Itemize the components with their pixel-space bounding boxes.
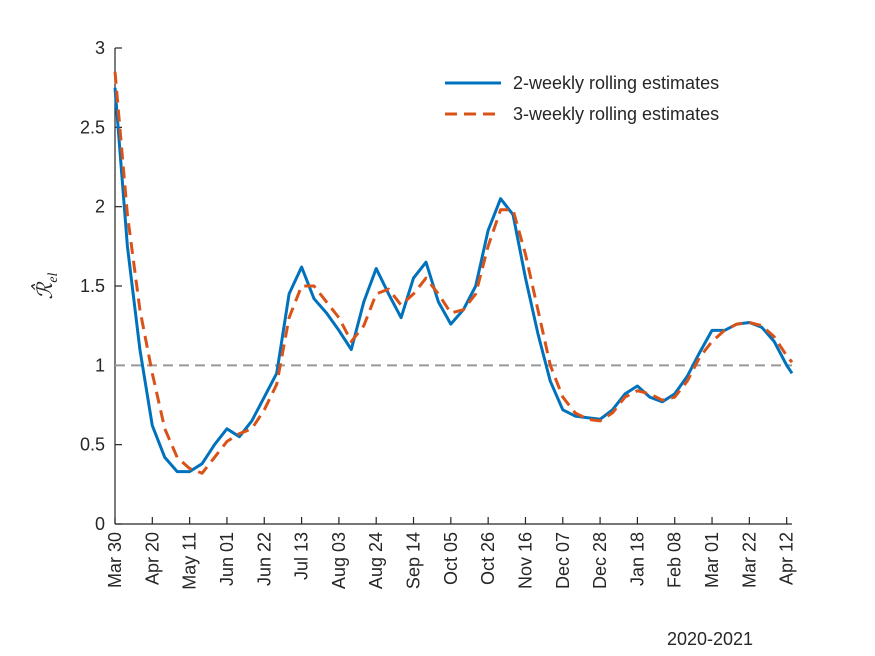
- x-tick-label: May 11: [180, 532, 200, 590]
- y-tick-label: 2.5: [80, 117, 105, 137]
- y-axis-label: ℛ̂el: [31, 272, 61, 299]
- y-axis-label-subscript: el: [46, 272, 61, 282]
- x-tick-label: Nov 16: [515, 532, 535, 589]
- x-tick-label: Oct 05: [441, 532, 461, 585]
- x-tick-label: Apr 12: [777, 532, 797, 585]
- x-tick-label: Aug 03: [329, 532, 349, 589]
- x-tick-label: Apr 20: [142, 532, 162, 585]
- x-tick-label: Feb 08: [665, 532, 685, 588]
- x-tick-label: Jul 13: [292, 532, 312, 580]
- series-line: [113, 87, 794, 474]
- x-tick-label: Aug 24: [366, 532, 386, 589]
- y-tick-label: 0: [95, 514, 105, 534]
- series-line: [113, 71, 794, 475]
- x-tick-label: Sep 14: [404, 532, 424, 589]
- x-tick-label: Dec 28: [590, 532, 610, 589]
- y-tick-label: 0.5: [80, 435, 105, 455]
- x-tick-label: Mar 30: [105, 532, 125, 588]
- y-tick-label: 3: [95, 38, 105, 58]
- legend-label: 2-weekly rolling estimates: [513, 73, 719, 93]
- x-tick-label: Dec 07: [553, 532, 573, 589]
- y-axis-label-main: ℛ̂: [31, 281, 57, 299]
- legend-label: 3-weekly rolling estimates: [513, 104, 719, 124]
- y-tick-label: 1.5: [80, 276, 105, 296]
- y-tick-label: 1: [95, 355, 105, 375]
- x-tick-label: Jan 18: [627, 532, 647, 586]
- x-axis-label: 2020-2021: [667, 629, 753, 649]
- x-tick-label: Oct 26: [478, 532, 498, 585]
- x-tick-label: Mar 01: [702, 532, 722, 588]
- x-tick-label: Jun 01: [217, 532, 237, 586]
- x-tick-label: Jun 22: [254, 532, 274, 586]
- y-tick-label: 2: [95, 197, 105, 217]
- x-tick-label: Mar 22: [739, 532, 759, 588]
